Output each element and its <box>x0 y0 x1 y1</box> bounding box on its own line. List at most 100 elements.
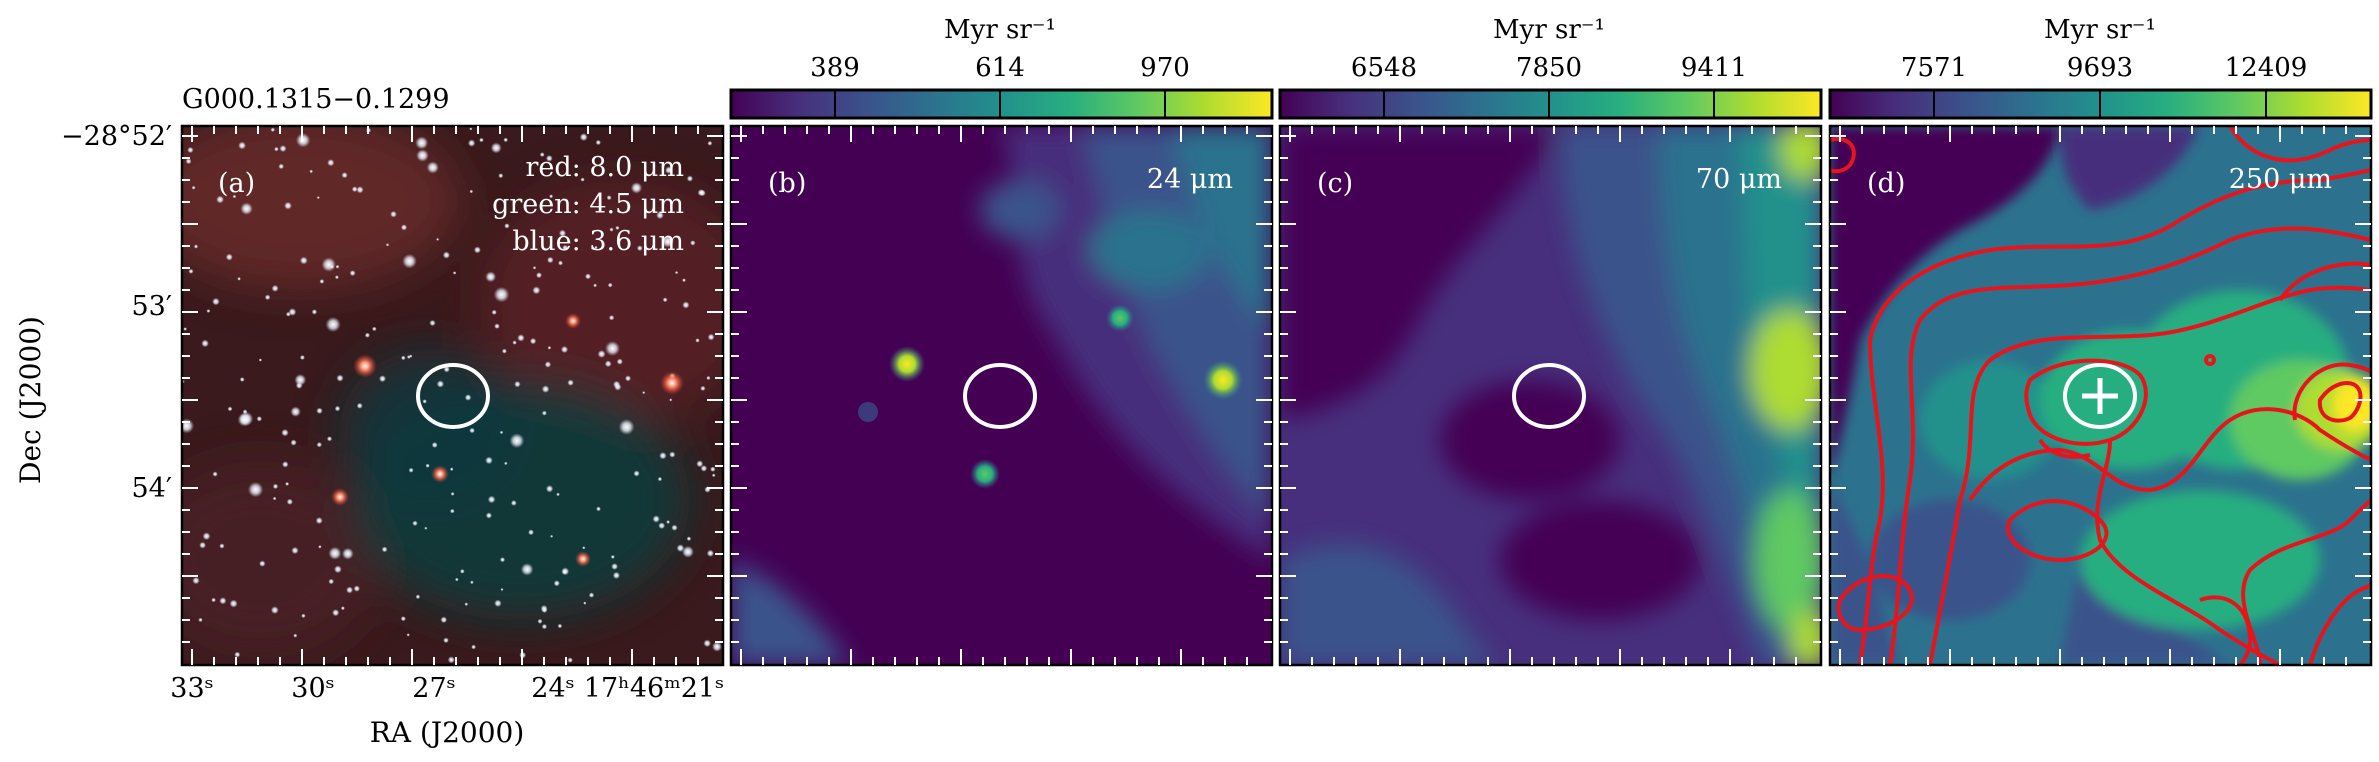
star-point <box>686 536 692 541</box>
panel-c-label: (c) <box>1317 168 1353 199</box>
panel-a <box>182 126 723 665</box>
star-point <box>695 338 700 343</box>
star-point <box>529 337 537 345</box>
star-point <box>636 245 643 252</box>
colorbar-b-tick: 614 <box>975 53 1025 83</box>
ra-tick-label: 33ˢ <box>170 673 213 704</box>
star-point <box>700 385 706 391</box>
star-point <box>212 471 218 477</box>
panel-b <box>731 126 1272 665</box>
star-point <box>609 227 614 232</box>
star-point <box>499 430 504 435</box>
star-point <box>652 515 660 523</box>
panel-a-label: (a) <box>218 168 255 199</box>
star-point <box>334 565 342 574</box>
star-point <box>700 465 708 472</box>
star-point <box>669 451 676 458</box>
star-point <box>671 524 678 531</box>
star-point <box>272 496 277 501</box>
y-axis-title: Dec (J2000) <box>14 316 47 484</box>
star-point <box>412 520 418 526</box>
star-point <box>316 196 320 200</box>
star-point <box>494 599 502 607</box>
star-point <box>364 332 370 338</box>
star-point <box>605 341 620 356</box>
panel-a-ellipse <box>416 363 490 429</box>
star-point <box>662 297 668 303</box>
star-point <box>447 656 455 664</box>
star-point <box>528 529 534 536</box>
star-point <box>452 271 457 275</box>
star-point <box>690 240 696 246</box>
star-point <box>455 577 459 582</box>
star-point <box>464 602 469 606</box>
dec-tick-label: 53′ <box>132 291 173 322</box>
star-point <box>335 264 340 269</box>
star-point <box>616 358 623 365</box>
star-point <box>299 256 308 265</box>
star-point <box>415 136 429 150</box>
star-point <box>473 246 481 254</box>
x-axis-title: RA (J2000) <box>370 716 525 749</box>
panel-a-stars <box>182 127 722 664</box>
star-point <box>264 294 271 301</box>
star-point <box>558 260 563 266</box>
star-point <box>340 606 345 611</box>
star-point <box>504 223 510 229</box>
star-point <box>686 175 694 182</box>
star-point <box>316 407 323 414</box>
star-point <box>279 145 287 153</box>
star-point <box>425 463 430 468</box>
panel-b-source <box>1203 360 1243 400</box>
star-point <box>271 284 279 292</box>
star-point <box>202 532 211 541</box>
panel-b-source <box>970 459 1000 489</box>
star-point <box>449 467 454 472</box>
star-point <box>193 244 199 249</box>
star-point <box>596 506 601 512</box>
star-point <box>485 512 492 519</box>
star-point <box>493 286 510 303</box>
panel-c-ellipse <box>1512 363 1586 429</box>
star-point <box>560 345 569 354</box>
panel-b-label: (b) <box>768 168 806 199</box>
star-point <box>610 554 615 559</box>
star-point <box>658 522 666 530</box>
star-point <box>485 456 493 465</box>
star-point <box>341 547 354 560</box>
star-point <box>318 545 322 549</box>
star-point <box>582 546 586 550</box>
star-point <box>697 189 705 197</box>
star-point <box>426 161 439 174</box>
star-point <box>710 466 716 472</box>
star-point <box>281 429 289 437</box>
colorbar-d-tick: 7571 <box>1901 53 1967 83</box>
star-point <box>227 406 233 412</box>
star-point <box>487 495 496 504</box>
ra-tick-label: 30ˢ <box>291 673 334 704</box>
star-point <box>238 141 247 150</box>
star-point <box>212 297 220 306</box>
star-point <box>416 149 429 162</box>
star-point <box>284 201 292 210</box>
star-point <box>443 366 450 373</box>
star-point <box>353 585 360 592</box>
star-point <box>256 416 262 422</box>
star-point <box>290 439 297 446</box>
star-point <box>608 315 615 321</box>
star-point <box>247 481 264 498</box>
star-point <box>545 155 553 162</box>
panel-b-emission <box>731 126 1272 665</box>
star-point <box>597 350 606 358</box>
panel-b-source <box>889 346 925 382</box>
star-point <box>479 137 484 143</box>
star-point <box>229 599 238 608</box>
panel-d-ellipse <box>2063 363 2137 429</box>
star-point <box>595 139 601 146</box>
star-point <box>234 651 241 658</box>
star-point <box>618 419 635 435</box>
star-point <box>325 316 341 333</box>
star-point <box>682 301 690 309</box>
star-point <box>469 189 474 194</box>
star-point <box>334 275 339 280</box>
